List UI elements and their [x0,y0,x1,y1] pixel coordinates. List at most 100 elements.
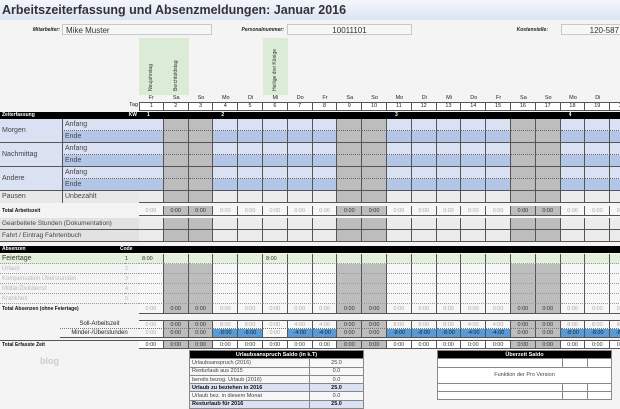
absence-cell[interactable] [263,264,288,274]
absence-cell[interactable] [610,274,620,284]
cost-field[interactable]: 120-587 [561,24,620,35]
absence-cell[interactable] [486,254,511,264]
end-time-cell[interactable] [337,179,363,191]
travel-cell[interactable] [610,230,620,242]
start-time-cell[interactable] [238,167,263,179]
end-time-cell[interactable] [312,155,338,167]
end-time-cell[interactable] [287,155,313,167]
pause-cell[interactable] [188,191,214,203]
worked-hours-cell[interactable] [585,218,611,230]
absence-cell[interactable] [312,254,338,264]
pause-cell[interactable] [486,191,511,203]
worked-hours-cell[interactable] [535,218,561,230]
start-time-cell[interactable] [263,167,288,179]
absence-cell[interactable] [213,264,239,274]
absence-cell[interactable] [560,274,586,284]
end-time-cell[interactable] [486,155,511,167]
start-time-cell[interactable] [188,167,214,179]
absence-cell[interactable] [560,264,586,274]
start-time-cell[interactable] [411,119,437,131]
travel-cell[interactable] [287,230,313,242]
end-time-cell[interactable] [362,155,387,167]
travel-cell[interactable] [436,230,462,242]
pause-cell[interactable] [362,191,387,203]
worked-hours-cell[interactable] [312,218,338,230]
travel-cell[interactable] [362,230,387,242]
end-time-cell[interactable] [188,131,214,143]
absence-cell[interactable] [238,264,263,274]
absence-cell[interactable] [411,294,437,304]
end-time-cell[interactable] [411,131,437,143]
absence-cell[interactable]: 8:00 [263,254,288,264]
worked-hours-cell[interactable] [337,218,363,230]
absence-cell[interactable] [362,284,387,294]
start-time-cell[interactable] [263,143,288,155]
end-time-cell[interactable] [362,179,387,191]
start-time-cell[interactable] [535,143,561,155]
worked-hours-cell[interactable] [511,218,536,230]
start-time-cell[interactable] [461,119,487,131]
absence-cell[interactable] [163,274,189,284]
end-time-cell[interactable] [585,179,611,191]
worked-hours-cell[interactable] [263,218,288,230]
worked-hours-cell[interactable] [486,218,511,230]
end-time-cell[interactable] [511,131,536,143]
start-time-cell[interactable] [387,143,412,155]
start-time-cell[interactable] [610,119,620,131]
end-time-cell[interactable] [486,131,511,143]
employee-field[interactable]: Mike Muster [62,24,212,35]
start-time-cell[interactable] [436,167,462,179]
start-time-cell[interactable] [585,167,611,179]
absence-cell[interactable] [411,274,437,284]
start-time-cell[interactable] [387,119,412,131]
absence-cell[interactable] [312,284,338,294]
absence-cell[interactable] [486,284,511,294]
travel-cell[interactable] [461,230,487,242]
end-time-cell[interactable] [312,179,338,191]
absence-cell[interactable] [139,284,164,294]
start-time-cell[interactable] [411,143,437,155]
absence-cell[interactable] [436,254,462,264]
absence-cell[interactable] [238,254,263,264]
travel-cell[interactable] [585,230,611,242]
absence-cell[interactable] [238,294,263,304]
pause-cell[interactable] [610,191,620,203]
personnel-field[interactable]: 10011101 [287,24,412,35]
end-time-cell[interactable] [263,179,288,191]
absence-cell[interactable] [461,264,487,274]
start-time-cell[interactable] [238,143,263,155]
absence-cell[interactable] [287,284,313,294]
end-time-cell[interactable] [387,131,412,143]
start-time-cell[interactable] [560,167,586,179]
end-time-cell[interactable] [411,155,437,167]
pause-cell[interactable] [511,191,536,203]
absence-cell[interactable] [560,254,586,264]
absence-cell[interactable] [585,294,611,304]
end-time-cell[interactable] [535,131,561,143]
travel-cell[interactable] [511,230,536,242]
travel-cell[interactable] [560,230,586,242]
travel-cell[interactable] [213,230,239,242]
start-time-cell[interactable] [312,167,338,179]
absence-cell[interactable] [337,294,363,304]
absence-cell[interactable] [337,284,363,294]
worked-hours-cell[interactable] [411,218,437,230]
end-time-cell[interactable] [139,179,164,191]
start-time-cell[interactable] [213,167,239,179]
absence-cell[interactable] [163,254,189,264]
absence-cell[interactable]: 8:00 [139,254,164,264]
end-time-cell[interactable] [163,131,189,143]
start-time-cell[interactable] [362,167,387,179]
absence-cell[interactable] [511,264,536,274]
absence-cell[interactable] [287,264,313,274]
travel-cell[interactable] [535,230,561,242]
pause-cell[interactable] [411,191,437,203]
worked-hours-cell[interactable] [213,218,239,230]
start-time-cell[interactable] [362,119,387,131]
absence-cell[interactable] [188,264,214,274]
worked-hours-cell[interactable] [139,218,164,230]
end-time-cell[interactable] [362,131,387,143]
start-time-cell[interactable] [238,119,263,131]
absence-cell[interactable] [362,254,387,264]
absence-cell[interactable] [139,294,164,304]
